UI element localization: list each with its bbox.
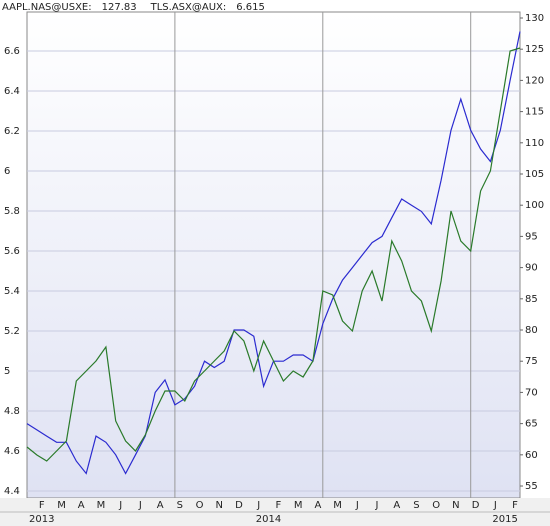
x-tick-label: F: [276, 500, 282, 511]
y2-tick-label: 95: [525, 231, 538, 242]
y-tick-label: 6.2: [4, 126, 20, 137]
y-tick-label: 5.6: [4, 246, 20, 257]
y-tick-label: 5: [4, 366, 10, 377]
y2-tick-label: 105: [525, 169, 544, 180]
x-tick-label: J: [138, 500, 142, 511]
year-label: 2013: [29, 514, 54, 525]
x-tick-label: A: [314, 500, 321, 511]
year-label: 2014: [256, 514, 281, 525]
y-tick-label: 4.8: [4, 406, 20, 417]
x-tick-label: M: [333, 500, 342, 511]
x-tick-label: J: [493, 500, 497, 511]
x-tick-label: F: [39, 500, 45, 511]
x-tick-label: J: [256, 500, 260, 511]
x-tick-label: J: [118, 500, 122, 511]
y2-tick-label: 55: [525, 481, 538, 492]
x-tick-label: N: [216, 500, 223, 511]
x-tick-label: J: [355, 500, 359, 511]
y-tick-label: 5.4: [4, 286, 20, 297]
x-tick-label: O: [432, 500, 440, 511]
x-tick-label: D: [472, 500, 480, 511]
plot-area: [26, 11, 521, 499]
y-tick-label: 6: [4, 166, 10, 177]
y2-tick-label: 120: [525, 75, 544, 86]
legend-name: AAPL.NAS@USXE:: [2, 2, 92, 13]
x-tick-label: O: [196, 500, 204, 511]
y-tick-label: 4.4: [4, 486, 20, 497]
x-tick-label: M: [97, 500, 106, 511]
x-tick-label: M: [294, 500, 303, 511]
y2-tick-label: 65: [525, 419, 538, 430]
y2-tick-label: 130: [525, 13, 544, 24]
y2-tick-label: 115: [525, 107, 544, 118]
y2-tick-label: 85: [525, 294, 538, 305]
y2-tick-label: 125: [525, 44, 544, 55]
y2-tick-label: 75: [525, 356, 538, 367]
x-tick-label: S: [413, 500, 419, 511]
y-tick-label: 4.6: [4, 446, 20, 457]
x-tick-label: F: [512, 500, 518, 511]
x-tick-label: A: [393, 500, 400, 511]
legend-value: 6.615: [236, 2, 265, 13]
legend-name: TLS.ASX@AUX:: [150, 2, 227, 13]
series-line: [26, 47, 521, 462]
y2-tick-label: 110: [525, 138, 544, 149]
x-tick-label: S: [177, 500, 183, 511]
x-tick-label: A: [157, 500, 164, 511]
x-tick-label: A: [78, 500, 85, 511]
x-tick-label: N: [452, 500, 459, 511]
y2-tick-label: 80: [525, 325, 538, 336]
y-tick-label: 5.8: [4, 206, 20, 217]
y-tick-label: 6.4: [4, 86, 20, 97]
y-tick-label: 5.2: [4, 326, 20, 337]
y2-tick-label: 60: [525, 450, 538, 461]
year-label: 2015: [492, 514, 517, 525]
y2-tick-label: 90: [525, 263, 538, 274]
y2-tick-label: 70: [525, 387, 538, 398]
x-tick-label: J: [375, 500, 379, 511]
x-tick-label: M: [57, 500, 66, 511]
legend-value: 127.83: [102, 2, 137, 13]
x-tick-label: D: [235, 500, 243, 511]
y-tick-label: 6.6: [4, 46, 20, 57]
y2-tick-label: 100: [525, 200, 544, 211]
